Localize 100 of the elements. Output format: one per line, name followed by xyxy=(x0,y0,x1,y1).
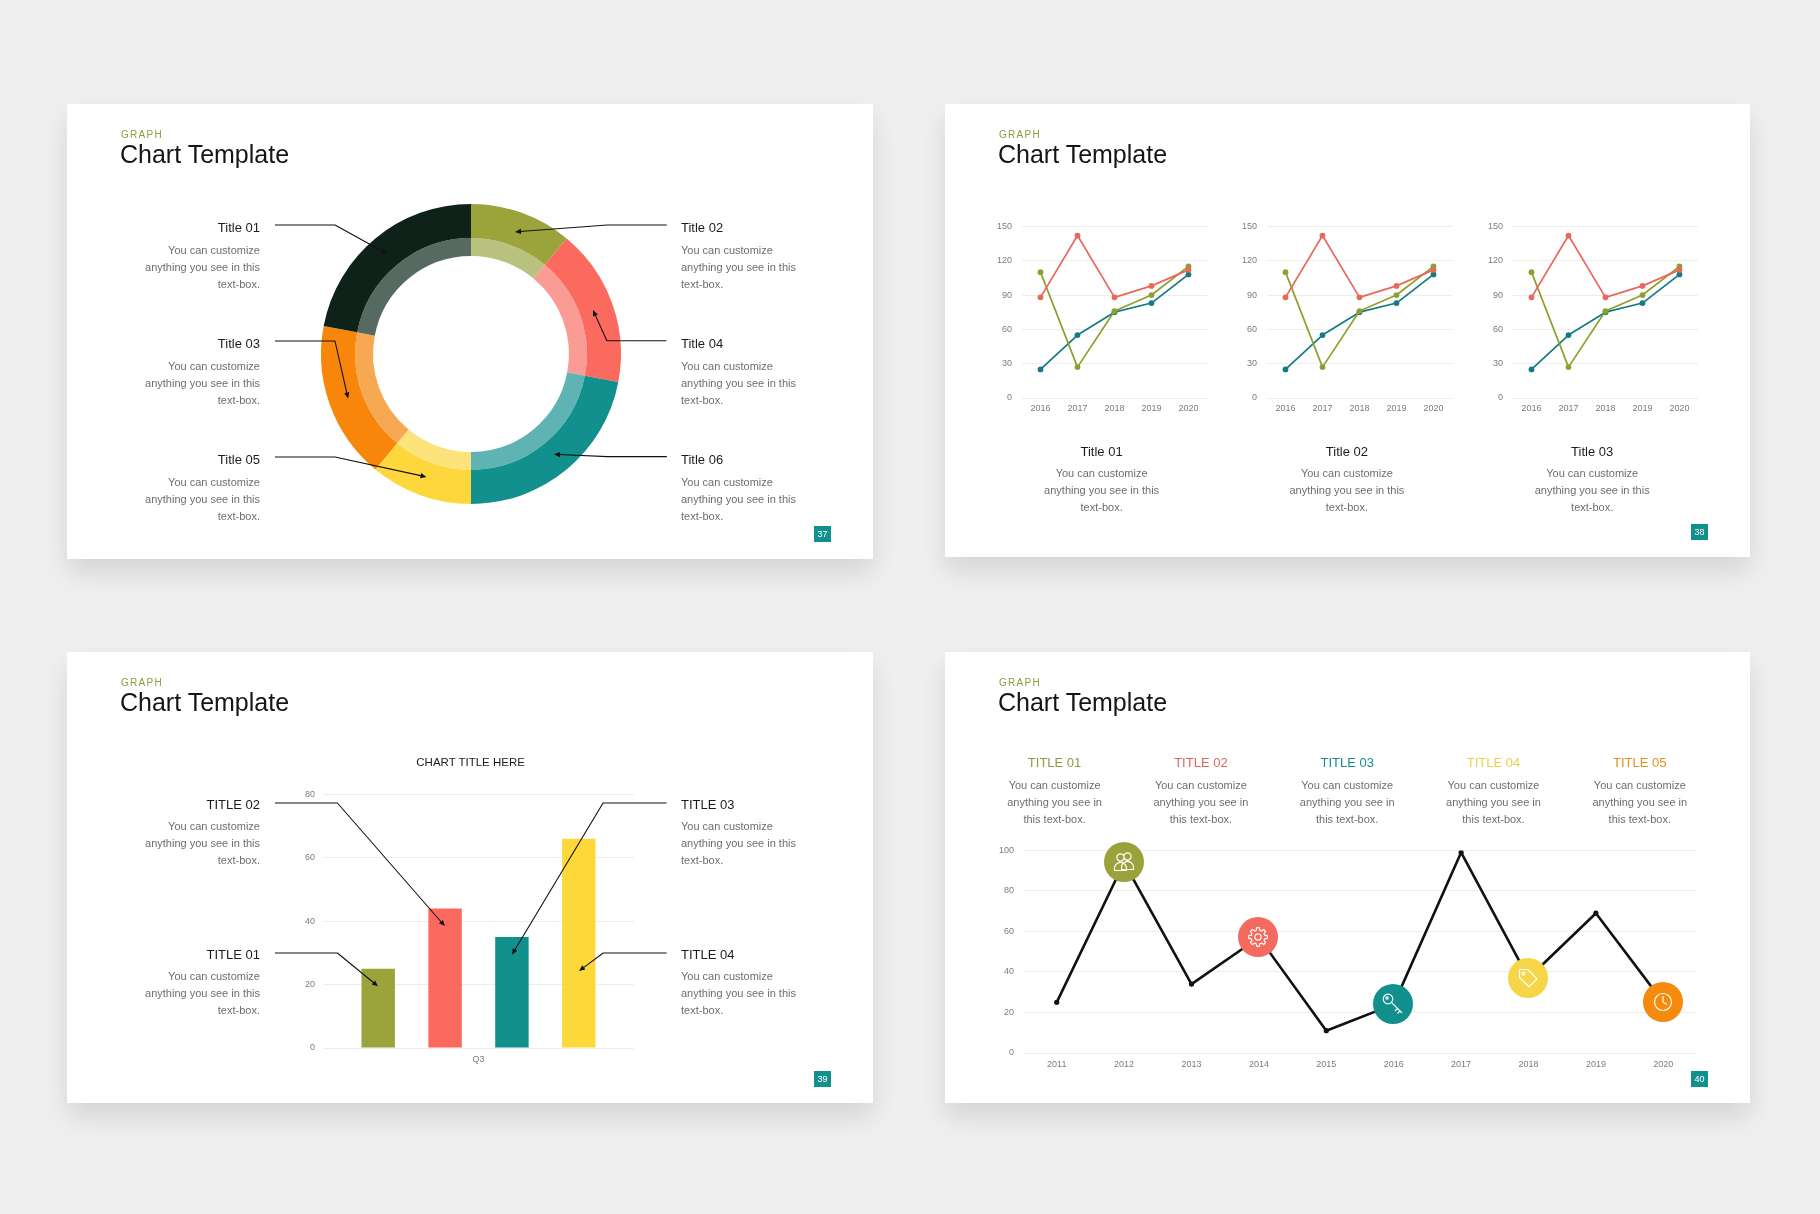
y-tick-label: 60 xyxy=(1492,323,1503,334)
text: TITLE 03 xyxy=(1320,754,1374,771)
text: TITLE 05 xyxy=(1613,754,1667,771)
y-tick-label: 30 xyxy=(1001,357,1012,368)
point xyxy=(1074,331,1081,338)
text: You can customize anything you see in this text-box. xyxy=(1043,466,1161,515)
slice-label: Title 06 xyxy=(681,452,724,468)
y-tick-label: 150 xyxy=(1487,220,1503,231)
chart-title: CHART TITLE HERE xyxy=(416,755,525,770)
x-tick-label: 2014 xyxy=(1248,1058,1269,1069)
y-tick-label: 0 xyxy=(1006,392,1012,403)
text: TITLE 02 xyxy=(1174,754,1228,771)
x-tick-label: 2015 xyxy=(1315,1058,1336,1069)
x-tick-label: 2016 xyxy=(1383,1058,1404,1069)
x-tick-label: 2018 xyxy=(1349,402,1370,413)
point xyxy=(1074,363,1081,370)
chart-subtitle: GRAPH xyxy=(999,129,1042,141)
point xyxy=(1676,266,1682,273)
slice-label: Title 04 xyxy=(681,336,724,352)
point xyxy=(1111,294,1118,300)
bar xyxy=(428,908,462,1048)
bar xyxy=(495,936,529,1048)
text: 40 xyxy=(1691,1071,1708,1087)
text: You can customize anything you see in this text-box. xyxy=(1533,466,1651,515)
chart-title: Chart Template xyxy=(120,140,290,168)
x-tick-label: 2019 xyxy=(1141,402,1162,413)
point xyxy=(1282,366,1289,372)
y-tick-label: 20 xyxy=(304,978,315,989)
point xyxy=(1037,366,1044,372)
text: GRAPH xyxy=(121,677,164,689)
x-tick-label: 2018 xyxy=(1595,402,1616,413)
text: You can customize anything you see in this text-box. xyxy=(1591,778,1689,827)
text: Title 02 xyxy=(1325,443,1368,460)
y-tick-label: 150 xyxy=(996,220,1012,231)
x-tick-label: 2018 xyxy=(1517,1058,1539,1069)
text: You can customize anything you see in this text-box. xyxy=(144,474,260,524)
x-tick-label: 2020 xyxy=(1178,402,1199,413)
x-tick-label: 2016 xyxy=(1030,402,1051,413)
point xyxy=(1282,294,1289,300)
x-tick-label: 2016 xyxy=(1275,402,1296,413)
text: 39 xyxy=(814,1070,831,1087)
text: TITLE 02 xyxy=(206,796,260,813)
x-tick-label: 2017 xyxy=(1450,1058,1471,1069)
y-tick-label: 30 xyxy=(1492,357,1503,368)
text: TITLE 04 xyxy=(1466,754,1521,771)
point xyxy=(1074,232,1081,239)
text: TITLE 04 xyxy=(681,946,735,963)
y-tick-label: 120 xyxy=(1242,254,1258,265)
y-tick-label: 40 xyxy=(1003,966,1014,977)
x-tick-label: 2018 xyxy=(1104,402,1125,413)
point xyxy=(1639,282,1645,289)
text: You can customize anything you see in this text-box. xyxy=(144,242,260,292)
x-tick-label: 2020 xyxy=(1652,1058,1673,1069)
point xyxy=(1639,299,1645,306)
y-tick-label: 120 xyxy=(996,254,1012,265)
text: TITLE 03 xyxy=(681,796,735,813)
y-tick-label: 90 xyxy=(1247,289,1258,300)
x-tick-label: 2020 xyxy=(1669,402,1690,413)
y-tick-label: 60 xyxy=(1247,323,1258,334)
x-tick-label: 2016 xyxy=(1521,402,1542,413)
y-tick-label: 60 xyxy=(1003,925,1014,936)
text: You can customize anything you see in this text-box. xyxy=(1298,778,1396,827)
y-tick-label: 20 xyxy=(1003,1006,1014,1017)
point xyxy=(1565,232,1571,239)
point xyxy=(1528,268,1534,275)
x-tick-label: 2019 xyxy=(1386,402,1407,413)
x-tick-label: 2017 xyxy=(1558,402,1579,413)
y-tick-label: 60 xyxy=(1001,323,1012,334)
text: You can customize anything you see in this text-box. xyxy=(1152,778,1250,827)
text: You can customize anything you see in this text-box. xyxy=(681,358,797,408)
point xyxy=(1393,299,1400,306)
y-tick-label: 80 xyxy=(1003,885,1014,895)
y-tick-label: 0 xyxy=(309,1042,315,1053)
y-tick-label: 40 xyxy=(304,915,315,926)
text: TITLE 01 xyxy=(1027,754,1082,771)
slice-label: Title 03 xyxy=(217,336,260,352)
y-tick-label: 30 xyxy=(1247,357,1258,368)
point xyxy=(1282,268,1289,275)
chart-subtitle: GRAPH xyxy=(999,677,1042,689)
point xyxy=(1528,366,1534,372)
text: You can customize anything you see in this text-box. xyxy=(681,969,797,1019)
slice-label: Title 02 xyxy=(681,220,724,236)
point xyxy=(1430,266,1437,273)
point xyxy=(1356,294,1363,300)
text: You can customize anything you see in this text-box. xyxy=(144,358,260,408)
text: You can customize anything you see in this text-box. xyxy=(1006,778,1103,827)
bar xyxy=(361,968,395,1048)
slice-label: Title 01 xyxy=(217,220,260,236)
point xyxy=(1185,266,1192,273)
point xyxy=(1393,282,1400,289)
x-tick-label: 2011 xyxy=(1046,1058,1066,1069)
bar xyxy=(562,838,596,1048)
y-tick-label: 0 xyxy=(1008,1047,1014,1058)
point xyxy=(1037,294,1044,300)
chart-subtitle: GRAPH xyxy=(121,129,164,141)
text: You can customize anything you see in this text-box. xyxy=(681,242,797,292)
y-tick-label: 150 xyxy=(1242,220,1258,231)
x-tick-label: 2012 xyxy=(1113,1058,1134,1069)
y-tick-label: 0 xyxy=(1252,392,1258,403)
text: Title 01 xyxy=(1080,443,1123,460)
